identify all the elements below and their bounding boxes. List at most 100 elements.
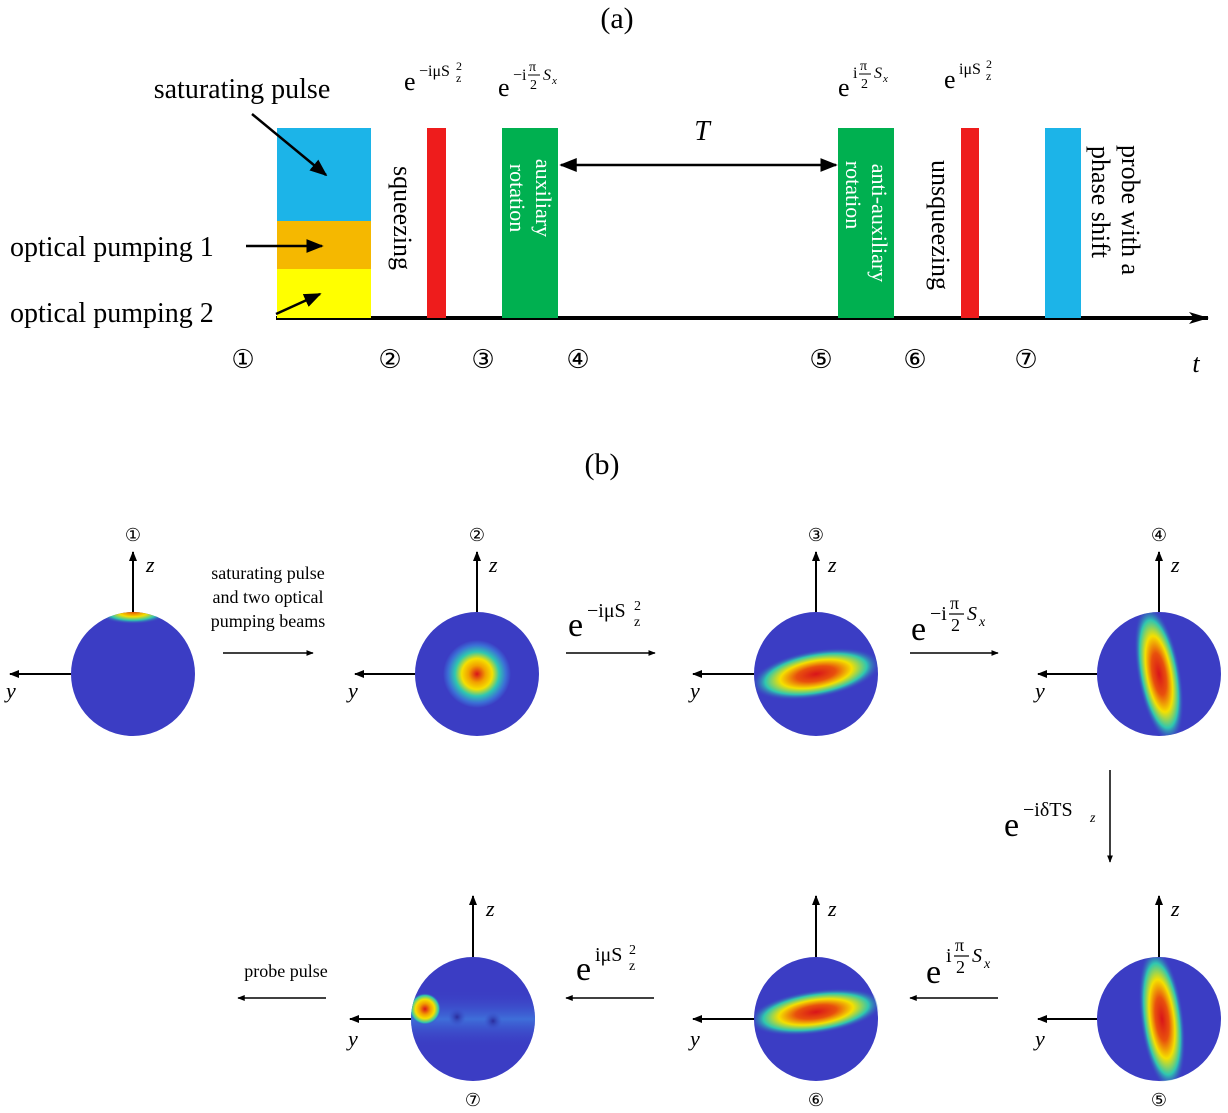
sphere-7-label: ⑦ (465, 1090, 481, 1111)
svg-text:−iδTS: −iδTS (1023, 799, 1073, 821)
step-4-marker: ④ (566, 345, 589, 375)
step-1-marker: ① (231, 345, 254, 375)
svg-text:π: π (529, 60, 536, 75)
svg-text:y: y (688, 678, 700, 703)
sphere-4: z y ④ (1033, 525, 1221, 744)
svg-text:2: 2 (634, 599, 641, 614)
svg-text:−i: −i (930, 603, 947, 625)
operator-squeezing: e −iμS 2 z (404, 59, 462, 96)
unsqueezing-label: unsqueezing (926, 160, 955, 290)
sphere-6: z y ⑥ (688, 895, 884, 1111)
svg-text:z: z (145, 552, 155, 577)
svg-text:2: 2 (629, 943, 636, 958)
svg-text:z: z (485, 896, 495, 921)
svg-text:2: 2 (861, 77, 868, 92)
operator-phase: e −iδTS z (1004, 799, 1096, 844)
svg-text:z: z (986, 69, 991, 83)
step-3-marker: ③ (471, 345, 494, 375)
svg-text:z: z (1170, 896, 1180, 921)
transition-saturating-line-1: saturating pulse (211, 563, 324, 583)
svg-text:e: e (926, 954, 941, 991)
svg-text:z: z (827, 552, 837, 577)
svg-text:y: y (1033, 678, 1045, 703)
probe-label-2: phase shift (1086, 146, 1115, 259)
svg-text:π: π (955, 935, 964, 955)
svg-text:z: z (634, 615, 640, 630)
svg-text:e: e (911, 611, 926, 648)
anti-auxiliary-rotation-label-2: rotation (841, 161, 866, 229)
time-axis-label: t (1192, 349, 1200, 378)
sphere-6-label: ⑥ (808, 1090, 824, 1111)
optical-pumping-1-label: optical pumping 1 (10, 232, 214, 263)
operator-auxiliary-b: e −i π 2 S x (911, 593, 986, 648)
svg-text:i: i (853, 65, 858, 82)
operator-squeezing-b: e −iμS 2 z (568, 599, 641, 644)
transition-saturating-line-3: pumping beams (211, 611, 326, 631)
svg-text:x: x (551, 75, 557, 87)
svg-text:z: z (488, 552, 498, 577)
probe-pulse (1045, 128, 1081, 318)
transition-saturating-line-2: and two optical (213, 587, 324, 607)
svg-text:z: z (827, 896, 837, 921)
step-2-marker: ② (378, 345, 401, 375)
probe-label-1: probe with a (1116, 145, 1145, 275)
squeezing-label: squeezing (388, 166, 417, 270)
svg-text:e: e (1004, 807, 1019, 844)
squeezing-pulse (427, 128, 446, 318)
svg-text:e: e (838, 73, 850, 102)
operator-unsqueezing: e iμS 2 z (944, 57, 992, 94)
svg-text:y: y (4, 678, 16, 703)
svg-text:y: y (346, 1026, 358, 1051)
svg-text:2: 2 (530, 78, 537, 93)
svg-text:x: x (983, 957, 991, 972)
panel-b-label: (b) (585, 448, 620, 481)
optical-pumping-2-arrow (275, 292, 322, 316)
svg-text:y: y (346, 678, 358, 703)
operator-anti-auxiliary-b: e i π 2 S x (926, 935, 991, 991)
svg-text:e: e (944, 65, 956, 94)
svg-text:iμS: iμS (959, 61, 981, 78)
saturating-pulse-arrow (251, 113, 328, 177)
anti-auxiliary-rotation-pulse (838, 128, 894, 318)
svg-text:y: y (1033, 1026, 1045, 1051)
sphere-4-label: ④ (1151, 525, 1167, 546)
operator-auxiliary: e −i π 2 S x (498, 60, 557, 102)
panel-a-label: (a) (600, 2, 633, 35)
interval-label: T (694, 116, 712, 147)
auxiliary-rotation-pulse (502, 128, 558, 318)
svg-text:x: x (978, 615, 986, 630)
step-5-marker: ⑤ (809, 345, 832, 375)
svg-text:iμS: iμS (595, 944, 622, 966)
auxiliary-rotation-label-1: auxiliary (531, 159, 556, 237)
svg-text:S: S (967, 603, 977, 625)
svg-text:−i: −i (513, 67, 527, 84)
svg-text:2: 2 (951, 615, 960, 635)
svg-text:e: e (576, 951, 591, 988)
step-7-marker: ⑦ (1014, 345, 1037, 375)
svg-text:2: 2 (986, 57, 992, 71)
step-6-marker: ⑥ (903, 345, 926, 375)
sphere-5-label: ⑤ (1151, 1090, 1167, 1111)
svg-text:z: z (456, 71, 461, 85)
svg-text:e: e (404, 67, 416, 96)
operator-anti-auxiliary: e i π 2 S x (838, 59, 888, 102)
optical-pumping-2-block (277, 269, 371, 318)
svg-text:π: π (860, 59, 867, 74)
saturating-pulse-label: saturating pulse (154, 74, 331, 105)
sphere-2-label: ② (469, 525, 485, 546)
sphere-1-label: ① (125, 525, 141, 546)
sphere-3-label: ③ (808, 525, 824, 546)
operator-unsqueezing-b: e iμS 2 z (576, 943, 636, 988)
svg-text:z: z (629, 959, 635, 974)
svg-text:i: i (946, 945, 952, 967)
sphere-2: z y ② (346, 525, 539, 736)
svg-text:π: π (950, 593, 959, 613)
unsqueezing-pulse (961, 128, 979, 318)
auxiliary-rotation-label-2: rotation (505, 164, 530, 232)
svg-text:z: z (1170, 552, 1180, 577)
svg-text:y: y (688, 1026, 700, 1051)
optical-pumping-2-label: optical pumping 2 (10, 298, 214, 329)
svg-text:−iμS: −iμS (587, 600, 626, 622)
sphere-7: z y ⑦ (346, 895, 535, 1111)
